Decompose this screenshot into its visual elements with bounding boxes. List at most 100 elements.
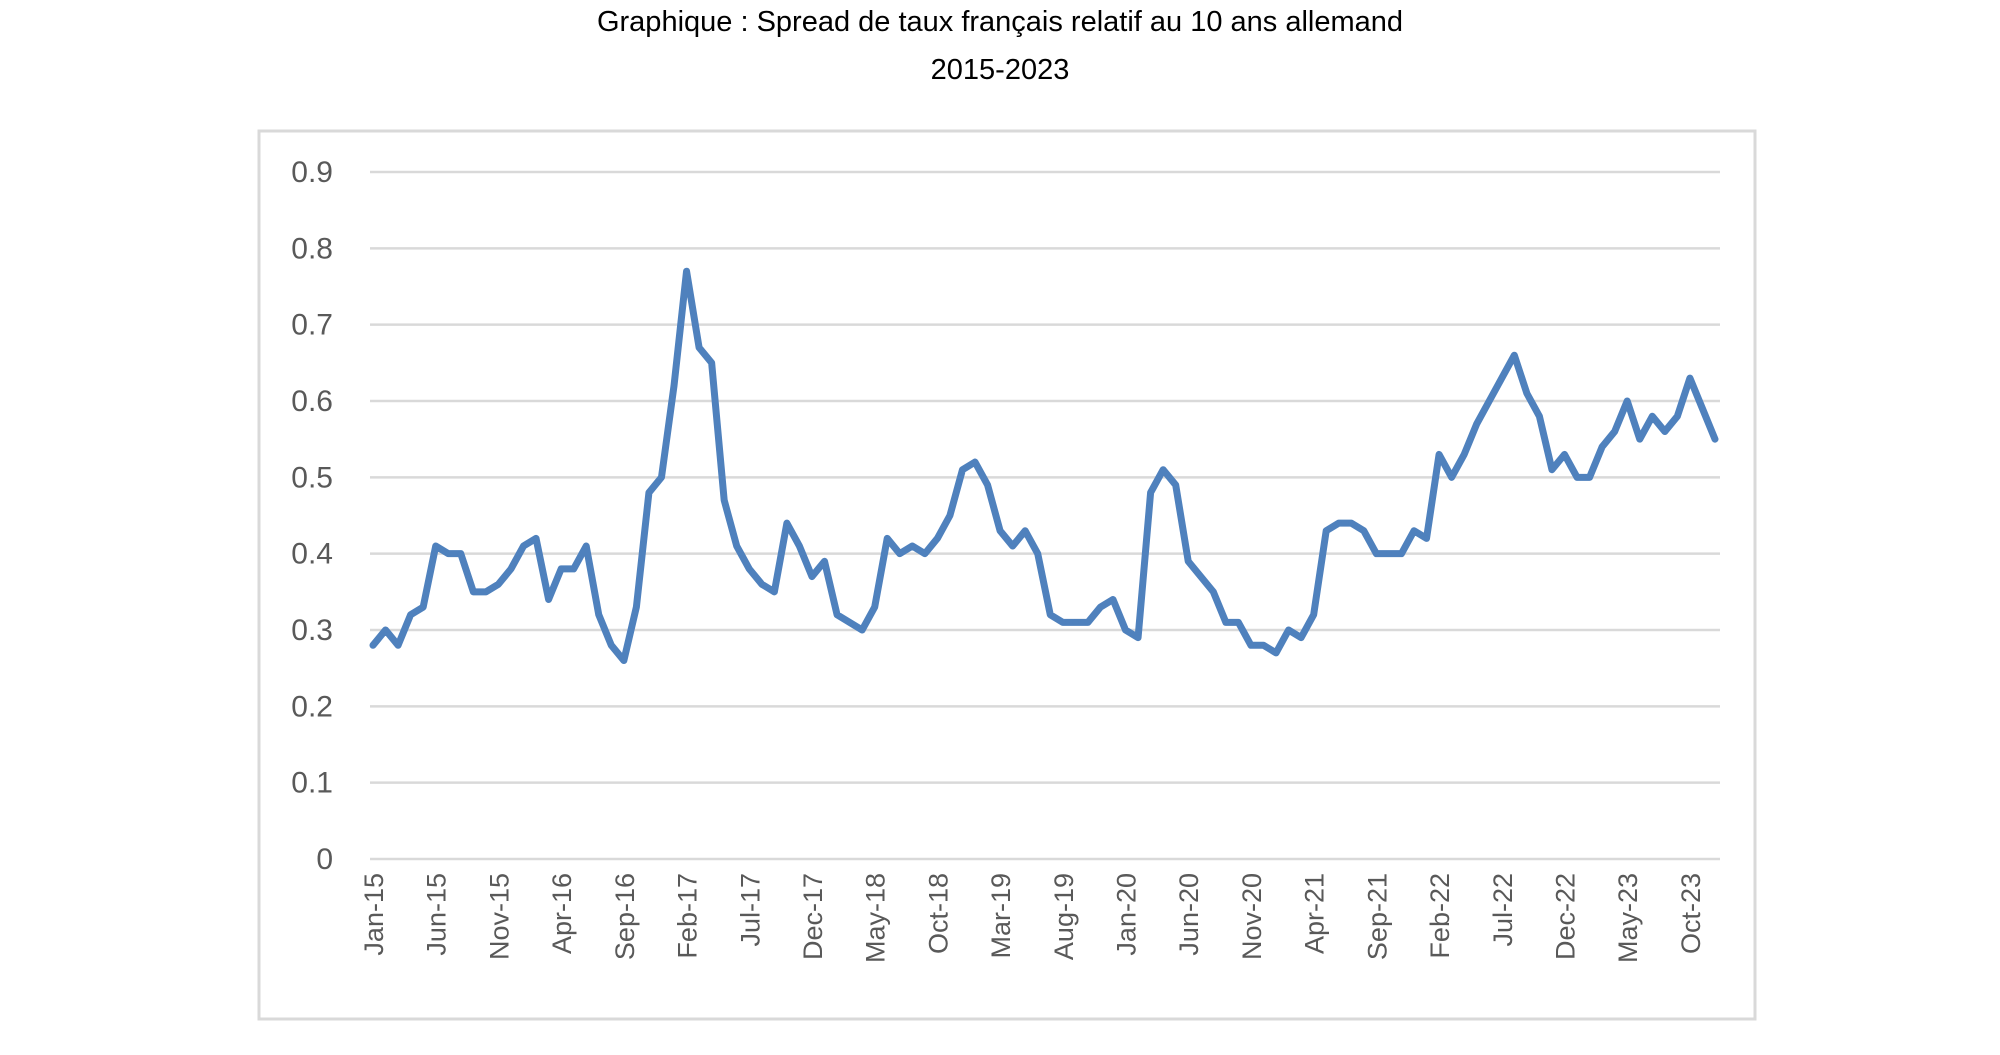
data-point	[1536, 413, 1543, 420]
data-point	[370, 642, 376, 649]
x-tick-label: Feb-17	[673, 873, 703, 959]
data-point	[1636, 436, 1643, 443]
data-point	[821, 558, 828, 565]
data-point	[1674, 413, 1681, 420]
chart-subtitle: 2015-2023	[930, 54, 1070, 86]
data-point	[1686, 375, 1693, 382]
x-tick-label: Jul-22	[1488, 873, 1518, 947]
x-tick-label: Jun-20	[1174, 873, 1204, 956]
data-point	[1084, 619, 1091, 626]
y-tick-label: 0.5	[291, 461, 333, 494]
data-point	[1360, 527, 1367, 534]
x-tick-label: Sep-21	[1362, 873, 1392, 960]
data-point	[1260, 642, 1267, 649]
data-point	[959, 466, 966, 473]
y-axis: 0 0.1 0.2 0.3 0.4 0.5 0.6 0.7 0.8 0.9	[291, 156, 333, 876]
data-point	[921, 550, 928, 557]
data-point	[1498, 375, 1505, 382]
data-point	[470, 588, 477, 595]
data-point	[583, 543, 590, 550]
data-point	[595, 611, 602, 618]
data-point	[896, 550, 903, 557]
data-point	[683, 268, 690, 275]
data-point	[909, 543, 916, 550]
data-point	[871, 604, 878, 611]
data-point	[884, 535, 891, 542]
data-point	[1185, 558, 1192, 565]
data-point	[395, 642, 402, 649]
data-point	[1410, 527, 1417, 534]
x-tick-label: Apr-21	[1300, 873, 1330, 954]
data-point	[1273, 649, 1280, 656]
data-point	[658, 474, 665, 481]
series-group	[369, 267, 1719, 665]
x-tick-label: May-18	[861, 873, 891, 963]
data-point	[1109, 596, 1116, 603]
data-point	[796, 543, 803, 550]
data-point	[946, 512, 953, 519]
data-point	[620, 657, 627, 664]
data-point	[570, 565, 577, 572]
y-tick-label: 0.1	[291, 767, 333, 800]
data-point	[997, 527, 1004, 534]
x-tick-label: Oct-23	[1676, 873, 1706, 954]
data-point	[1009, 543, 1016, 550]
x-tick-label: Nov-20	[1237, 873, 1267, 960]
x-tick-label: Apr-16	[547, 873, 577, 954]
data-point	[972, 459, 979, 466]
data-point	[721, 497, 728, 504]
data-point	[671, 382, 678, 389]
data-point	[1072, 619, 1079, 626]
data-point	[708, 359, 715, 366]
data-point	[1122, 627, 1129, 633]
data-point	[1649, 413, 1656, 420]
data-point	[1624, 398, 1631, 404]
data-point	[1323, 527, 1330, 534]
data-point	[1511, 352, 1518, 359]
data-point	[1147, 489, 1154, 496]
data-point	[495, 581, 502, 588]
data-point	[1210, 588, 1217, 595]
data-point	[457, 550, 464, 557]
data-point	[1398, 550, 1405, 557]
data-point	[1172, 481, 1179, 488]
y-tick-label: 0.3	[291, 614, 333, 647]
data-point	[1486, 398, 1493, 404]
data-point	[1373, 550, 1380, 557]
data-point	[1047, 611, 1054, 618]
data-point	[1661, 428, 1668, 435]
data-point	[1574, 474, 1581, 481]
data-point	[420, 604, 427, 611]
data-point	[1523, 390, 1530, 397]
data-point	[696, 344, 703, 351]
data-point	[758, 581, 765, 588]
data-point	[859, 627, 866, 633]
y-tick-label: 0.6	[291, 385, 333, 418]
data-point	[1473, 420, 1480, 427]
data-point	[1436, 451, 1443, 458]
data-point	[1135, 634, 1142, 641]
data-point	[1222, 619, 1229, 626]
x-axis: Jan-15 Jun-15 Nov-15 Apr-16 Sep-16 Feb-17 Jul-…	[359, 873, 1706, 963]
data-point	[382, 627, 389, 633]
data-point	[507, 565, 514, 572]
data-point	[1561, 451, 1568, 458]
data-point	[783, 520, 790, 527]
data-point	[645, 489, 652, 496]
x-tick-label: Dec-17	[798, 873, 828, 960]
data-point	[633, 604, 640, 611]
data-point	[608, 642, 615, 649]
y-tick-label: 0.2	[291, 690, 333, 723]
data-point	[482, 588, 489, 595]
chart-title: Graphique : Spread de taux français rela…	[596, 6, 1404, 38]
data-point	[1548, 466, 1555, 473]
data-point	[1335, 520, 1342, 527]
gridlines	[370, 170, 1720, 861]
data-point	[1059, 619, 1066, 626]
data-point	[1247, 642, 1254, 649]
data-point	[1448, 474, 1455, 481]
y-tick-label: 0.7	[291, 309, 333, 342]
data-point	[1097, 604, 1104, 611]
y-tick-label: 0	[316, 843, 333, 876]
data-point	[1285, 627, 1292, 633]
